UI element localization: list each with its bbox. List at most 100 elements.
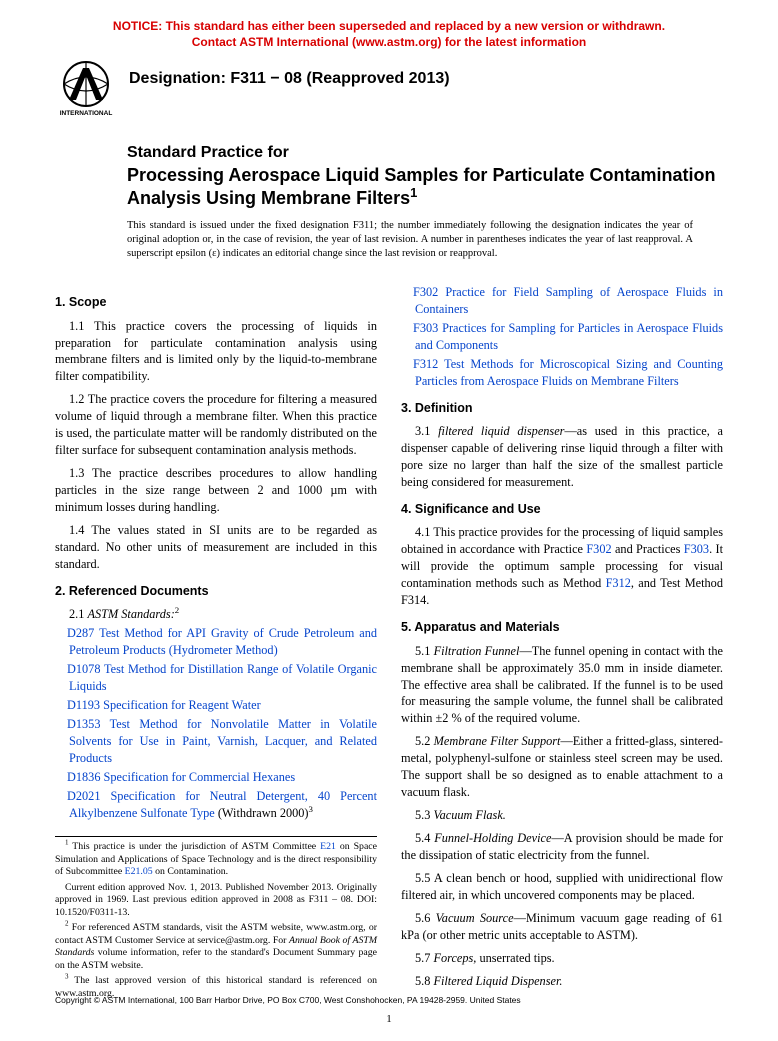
astm-logo: INTERNATIONAL: [55, 60, 117, 116]
ref-d2021: D2021 Specification for Neutral Detergen…: [69, 788, 377, 822]
ref-f312: F312 Test Methods for Microscopical Sizi…: [415, 356, 723, 390]
p-term: Filtration Funnel: [434, 644, 520, 658]
ref-d1193: D1193 Specification for Reagent Water: [69, 697, 377, 714]
footnotes-block: 1 This practice is under the jurisdictio…: [55, 836, 377, 1000]
sec5-p2: 5.2 Membrane Filter Support—Either a fri…: [401, 733, 723, 801]
p-term: Forceps,: [433, 951, 476, 965]
p-lead: 3.1: [415, 424, 438, 438]
sec2-head: 2. Referenced Documents: [55, 583, 377, 600]
ref-text: Test Method for Distillation Range of Vo…: [69, 662, 377, 693]
sec4-p1: 4.1 This practice provides for the proce…: [401, 524, 723, 609]
sec1-p3: 1.3 The practice describes procedures to…: [55, 465, 377, 516]
notice-line1: NOTICE: This standard has either been su…: [113, 19, 665, 33]
notice-banner: NOTICE: This standard has either been su…: [55, 18, 723, 50]
sec2-sub-ital: ASTM Standards:: [87, 607, 174, 621]
copyright-line: Copyright © ASTM International, 100 Barr…: [55, 995, 521, 1005]
ref-code: F312: [413, 357, 438, 371]
ref-text: Practices for Sampling for Particles in …: [415, 321, 723, 352]
sec4-link-f302[interactable]: F302: [586, 542, 611, 556]
ref-f312-link[interactable]: F312 Test Methods for Microscopical Sizi…: [413, 357, 723, 388]
p-term: Vacuum Source: [436, 911, 514, 925]
ref-d1078-link[interactable]: D1078 Test Method for Distillation Range…: [67, 662, 377, 693]
ref-text: Practice for Field Sampling of Aerospace…: [415, 285, 723, 316]
ref-d1353-link[interactable]: D1353 Test Method for Nonvolatile Matter…: [67, 717, 377, 765]
fn2-b: volume information, refer to the standar…: [55, 947, 377, 971]
ref-code: D287: [67, 626, 94, 640]
ref-d1193-link[interactable]: D1193 Specification for Reagent Water: [67, 698, 261, 712]
ref-trail: (Withdrawn 2000): [215, 806, 309, 820]
p-lead: 5.1: [415, 644, 434, 658]
p-term: Funnel-Holding Device: [434, 831, 551, 845]
sec3-p1: 3.1 filtered liquid dispenser—as used in…: [401, 423, 723, 491]
ref-f303: F303 Practices for Sampling for Particle…: [415, 320, 723, 354]
ref-code: F302: [413, 285, 438, 299]
footnote-2: 2 For referenced ASTM standards, visit t…: [55, 922, 377, 972]
header-row: INTERNATIONAL Designation: F311 − 08 (Re…: [55, 60, 723, 116]
sec1-p2: 1.2 The practice covers the procedure fo…: [55, 391, 377, 459]
ref-d1836-link[interactable]: D1836 Specification for Commercial Hexan…: [67, 770, 295, 784]
p-lead: 5.4: [415, 831, 434, 845]
ref-text: Test Method for Nonvolatile Matter in Vo…: [69, 717, 377, 765]
sec4-link-f303[interactable]: F303: [684, 542, 709, 556]
ref-f303-link[interactable]: F303 Practices for Sampling for Particle…: [413, 321, 723, 352]
p-rest: unserrated tips.: [476, 951, 554, 965]
sec5-p5: 5.5 A clean bench or hood, supplied with…: [401, 870, 723, 904]
ref-d1078: D1078 Test Method for Distillation Range…: [69, 661, 377, 695]
sec2-sub-sup: 2: [175, 605, 179, 615]
footnote-1: 1 This practice is under the jurisdictio…: [55, 841, 377, 879]
sec2-sub: 2.1 ASTM Standards:2: [55, 606, 377, 623]
sec5-p4: 5.4 Funnel-Holding Device—A provision sh…: [401, 830, 723, 864]
footnote-1b: Current edition approved Nov. 1, 2013. P…: [55, 882, 377, 920]
sec1-p1: 1.1 This practice covers the processing …: [55, 318, 377, 386]
ref-code: D1353: [67, 717, 100, 731]
sec3-head: 3. Definition: [401, 400, 723, 417]
sec5-p8: 5.8 Filtered Liquid Dispenser.: [401, 973, 723, 990]
column-left: 1. Scope 1.1 This practice covers the pr…: [55, 284, 377, 1003]
p-lead: 5.6: [415, 911, 436, 925]
p-term: Vacuum Flask.: [433, 808, 505, 822]
ref-trail-sup: 3: [309, 804, 313, 814]
ref-d287-link[interactable]: D287 Test Method for API Gravity of Crud…: [67, 626, 377, 657]
sec4-link-f312[interactable]: F312: [606, 576, 631, 590]
sec5-p3: 5.3 Vacuum Flask.: [401, 807, 723, 824]
sec4-head: 4. Significance and Use: [401, 501, 723, 518]
issue-note: This standard is issued under the fixed …: [127, 219, 693, 260]
p-term: Membrane Filter Support: [434, 734, 561, 748]
ref-text: Test Method for API Gravity of Crude Pet…: [69, 626, 377, 657]
p-lead: 5.2: [415, 734, 434, 748]
ref-code: D1836: [67, 770, 100, 784]
sec2-sub-num: 2.1: [69, 607, 87, 621]
sec1-head: 1. Scope: [55, 294, 377, 311]
p-lead: 5.7: [415, 951, 433, 965]
ref-f302-link[interactable]: F302 Practice for Field Sampling of Aero…: [413, 285, 723, 316]
sec5-p6: 5.6 Vacuum Source—Minimum vacuum gage re…: [401, 910, 723, 944]
title-main-text: Processing Aerospace Liquid Samples for …: [127, 165, 715, 208]
column-right: F302 Practice for Field Sampling of Aero…: [401, 284, 723, 1003]
notice-line2: Contact ASTM International (www.astm.org…: [192, 35, 586, 49]
title-main: Processing Aerospace Liquid Samples for …: [127, 164, 723, 209]
document-page: NOTICE: This standard has either been su…: [0, 0, 778, 1041]
title-sup: 1: [410, 185, 417, 200]
sec1-p4: 1.4 The values stated in SI units are to…: [55, 522, 377, 573]
ref-code: D1078: [67, 662, 100, 676]
p-lead: 5.8: [415, 974, 433, 988]
sec4-b: and Practices: [612, 542, 684, 556]
p-term: Filtered Liquid Dispenser.: [433, 974, 562, 988]
designation-text: Designation: F311 − 08 (Reapproved 2013): [129, 60, 450, 88]
sec5-p7: 5.7 Forceps, unserrated tips.: [401, 950, 723, 967]
sec5-head: 5. Apparatus and Materials: [401, 619, 723, 636]
ref-d1353: D1353 Test Method for Nonvolatile Matter…: [69, 716, 377, 767]
ref-text: Specification for Commercial Hexanes: [100, 770, 295, 784]
fn1-a: This practice is under the jurisdiction …: [69, 841, 321, 852]
fn1-link-e2105[interactable]: E21.05: [125, 866, 153, 877]
fn1-c: on Contamination.: [153, 866, 228, 877]
ref-text: Specification for Reagent Water: [100, 698, 261, 712]
page-number: 1: [0, 1013, 778, 1025]
ref-code: F303: [413, 321, 438, 335]
two-column-body: 1. Scope 1.1 This practice covers the pr…: [55, 284, 723, 1003]
title-block: Standard Practice for Processing Aerospa…: [127, 144, 723, 209]
ref-d1836: D1836 Specification for Commercial Hexan…: [69, 769, 377, 786]
fn1-link-e21[interactable]: E21: [320, 841, 336, 852]
ref-f302: F302 Practice for Field Sampling of Aero…: [415, 284, 723, 318]
ref-code: D2021: [67, 789, 100, 803]
